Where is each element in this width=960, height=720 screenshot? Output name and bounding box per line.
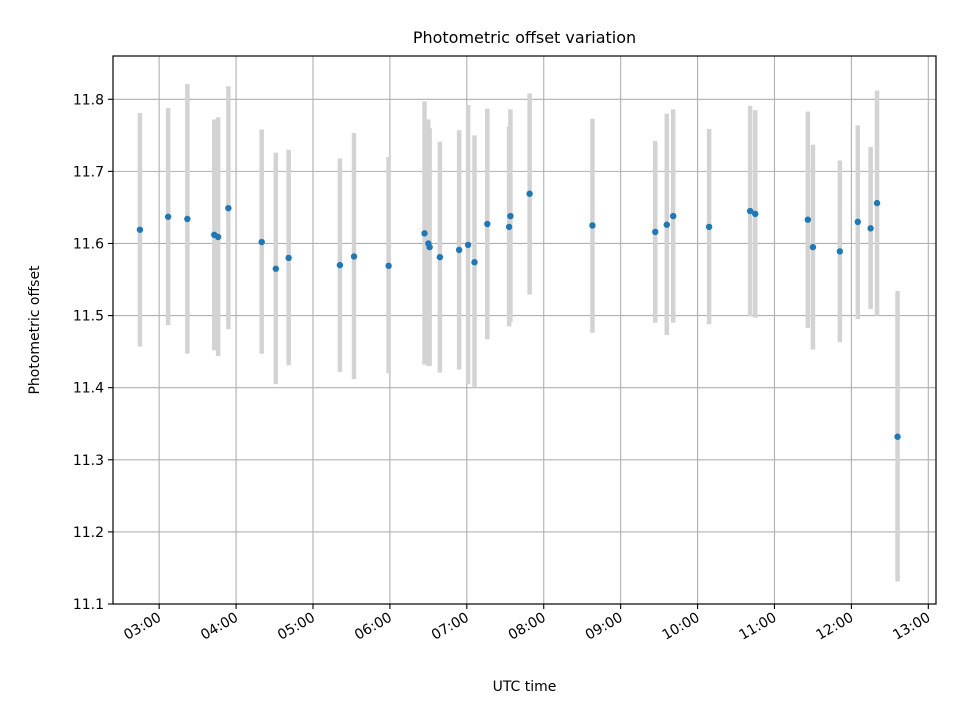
data-point <box>385 262 392 270</box>
data-point <box>471 259 478 266</box>
data-point <box>285 254 292 262</box>
data-point <box>752 210 759 218</box>
data-point <box>867 225 874 232</box>
y-tick-label: 11.4 <box>73 381 104 397</box>
data-point <box>484 220 491 228</box>
plot-area <box>113 56 936 604</box>
y-tick-label: 11.5 <box>73 309 104 325</box>
data-point <box>526 190 533 197</box>
data-point <box>225 204 232 212</box>
plot-frame <box>112 55 937 605</box>
data-point <box>670 212 677 220</box>
data-point <box>214 233 222 241</box>
y-tick-label: 11.3 <box>73 453 104 469</box>
data-point <box>746 207 754 215</box>
data-point <box>663 221 670 228</box>
y-axis-label: Photometric offset <box>27 265 43 395</box>
y-tick-label: 11.1 <box>73 597 104 613</box>
y-axis: 11.1 11.2 11.3 11.4 11.5 11.6 11.7 11.8 <box>73 92 113 613</box>
data-point <box>272 265 280 272</box>
data-point <box>873 199 881 207</box>
data-point <box>505 223 513 231</box>
data-point <box>804 216 812 223</box>
data-point <box>350 253 358 260</box>
chart-title: Photometric offset variation <box>413 28 636 47</box>
data-point <box>336 261 344 269</box>
y-tick-label: 11.6 <box>73 236 104 252</box>
data-point <box>426 243 433 251</box>
data-point <box>436 253 444 261</box>
data-point <box>164 213 172 220</box>
data-point <box>258 238 265 246</box>
data-point <box>184 215 191 223</box>
data-point <box>136 226 144 233</box>
data-point <box>894 433 901 440</box>
y-tick-label: 11.8 <box>73 92 104 108</box>
data-point <box>705 223 713 231</box>
data-point <box>854 218 862 226</box>
data-point <box>836 248 844 255</box>
y-tick-label: 11.2 <box>73 525 104 541</box>
data-point <box>464 241 472 249</box>
data-points <box>136 190 901 440</box>
data-point <box>507 212 514 220</box>
data-point <box>455 246 463 254</box>
data-point <box>809 243 817 251</box>
x-axis-label: UTC time <box>493 679 557 695</box>
data-point <box>421 230 428 237</box>
data-point <box>589 222 596 229</box>
data-point <box>652 228 659 236</box>
y-tick-label: 11.7 <box>73 164 104 180</box>
